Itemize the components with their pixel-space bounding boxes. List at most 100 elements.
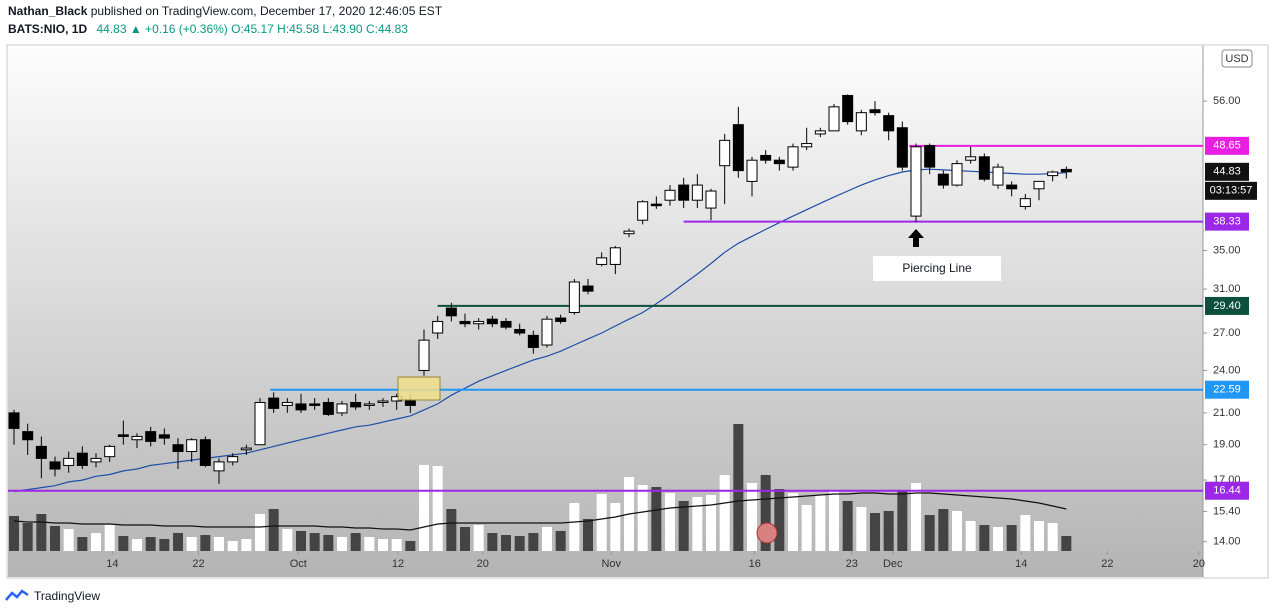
candle-body — [678, 184, 690, 201]
volume-bar — [1047, 523, 1058, 551]
y-tick-label: 56.00 — [1213, 95, 1241, 107]
volume-bar — [487, 533, 498, 551]
volume-bar — [63, 529, 74, 551]
candle-body — [145, 431, 157, 442]
annotation: Piercing Line — [902, 261, 972, 275]
candle-body — [104, 445, 116, 458]
candle-body — [842, 94, 854, 123]
countdown: 03:13:57 — [1210, 185, 1253, 197]
level-label-bg — [1205, 136, 1249, 155]
candle-body — [322, 401, 334, 415]
volume-bar — [528, 533, 539, 551]
candle-body — [295, 403, 307, 411]
candle-body — [910, 146, 922, 217]
candle-body — [1060, 168, 1072, 173]
candle-body — [732, 124, 744, 172]
x-tick-label: 20 — [477, 558, 489, 570]
y-tick-label: 24.00 — [1213, 364, 1241, 376]
candle-body — [199, 439, 211, 466]
candle-body — [172, 444, 184, 452]
currency-badge — [1221, 49, 1253, 68]
volume-bar — [965, 521, 976, 551]
volume-bar — [870, 513, 881, 551]
x-tick-label: 22 — [192, 558, 204, 570]
volume-bar — [706, 495, 717, 551]
candle-body — [486, 318, 498, 325]
published: published on TradingView.com, December 1… — [91, 4, 443, 18]
candle-body — [705, 190, 717, 209]
volume-bar — [378, 539, 389, 551]
volume-bar — [801, 505, 812, 551]
candle-body — [937, 173, 949, 186]
volume-bar — [77, 537, 88, 551]
x-tick-label: Nov — [601, 558, 621, 570]
candle-body — [500, 320, 512, 328]
y-tick-label: 35.00 — [1213, 244, 1241, 256]
volume-bar — [473, 525, 484, 551]
volume-bar — [132, 539, 143, 551]
x-tick-label: 14 — [106, 558, 118, 570]
volume-bar — [542, 527, 553, 551]
volume-bar — [774, 489, 785, 551]
volume-bar — [788, 493, 799, 551]
volume-bar — [692, 497, 703, 551]
volume-bar — [651, 487, 662, 551]
volume-bar — [829, 491, 840, 551]
volume-bar — [883, 511, 894, 551]
volume-bar — [1020, 515, 1031, 551]
ma-line — [13, 168, 1067, 493]
candle-body — [377, 400, 389, 403]
volume-bar — [282, 529, 293, 551]
low: L:43.90 — [323, 22, 363, 36]
volume-bar — [337, 537, 348, 551]
candle-body — [49, 461, 61, 470]
volume-bar — [419, 465, 430, 551]
level-label-bg — [1205, 481, 1249, 500]
volume-bar — [186, 537, 197, 551]
volume-bar — [227, 541, 238, 551]
candle-body — [404, 400, 416, 406]
volume-bar — [952, 511, 963, 551]
close: C:44.83 — [366, 22, 408, 36]
candle-body — [227, 456, 239, 463]
volume-bar — [610, 503, 621, 551]
volume-bar — [432, 466, 443, 551]
candle-body — [760, 154, 772, 161]
level-label-bg — [1205, 380, 1249, 399]
volume-bar — [460, 527, 471, 551]
volume-bar — [241, 539, 252, 551]
volume-bar — [159, 539, 170, 551]
candle-body — [924, 145, 936, 168]
volume-bar — [747, 483, 758, 551]
event-marker — [756, 522, 778, 544]
volume-bar — [364, 537, 375, 551]
volume-bar — [719, 475, 730, 551]
candle-body — [691, 184, 703, 201]
volume-bar — [173, 533, 184, 551]
candle-body — [309, 403, 321, 406]
level-label-bg — [1205, 296, 1249, 315]
candle-body — [186, 439, 198, 452]
candle-body — [432, 320, 444, 334]
highlight-box — [397, 376, 441, 401]
header-line-1: Nathan_Black published on TradingView.co… — [8, 4, 443, 18]
y-tick-label: 31.00 — [1213, 283, 1241, 295]
volume-bar — [637, 485, 648, 551]
volume-bar — [665, 493, 676, 551]
x-tick-label: Oct — [290, 558, 307, 570]
candle-body — [350, 401, 362, 408]
volume-bar — [501, 535, 512, 551]
volume-bar — [391, 539, 402, 551]
candle-body — [445, 307, 457, 317]
volume-bar — [596, 494, 607, 551]
x-tick-label: 20 — [1193, 558, 1205, 570]
footer-brand: TradingView — [34, 589, 100, 603]
volume-bar — [733, 424, 744, 551]
volume-bar — [1006, 525, 1017, 551]
candle-body — [555, 317, 567, 322]
y-tick-label: 14.00 — [1213, 536, 1241, 548]
volume-bar — [214, 537, 225, 551]
open: O:45.17 — [231, 22, 274, 36]
candle-body — [213, 461, 225, 472]
candle-body — [363, 403, 375, 406]
